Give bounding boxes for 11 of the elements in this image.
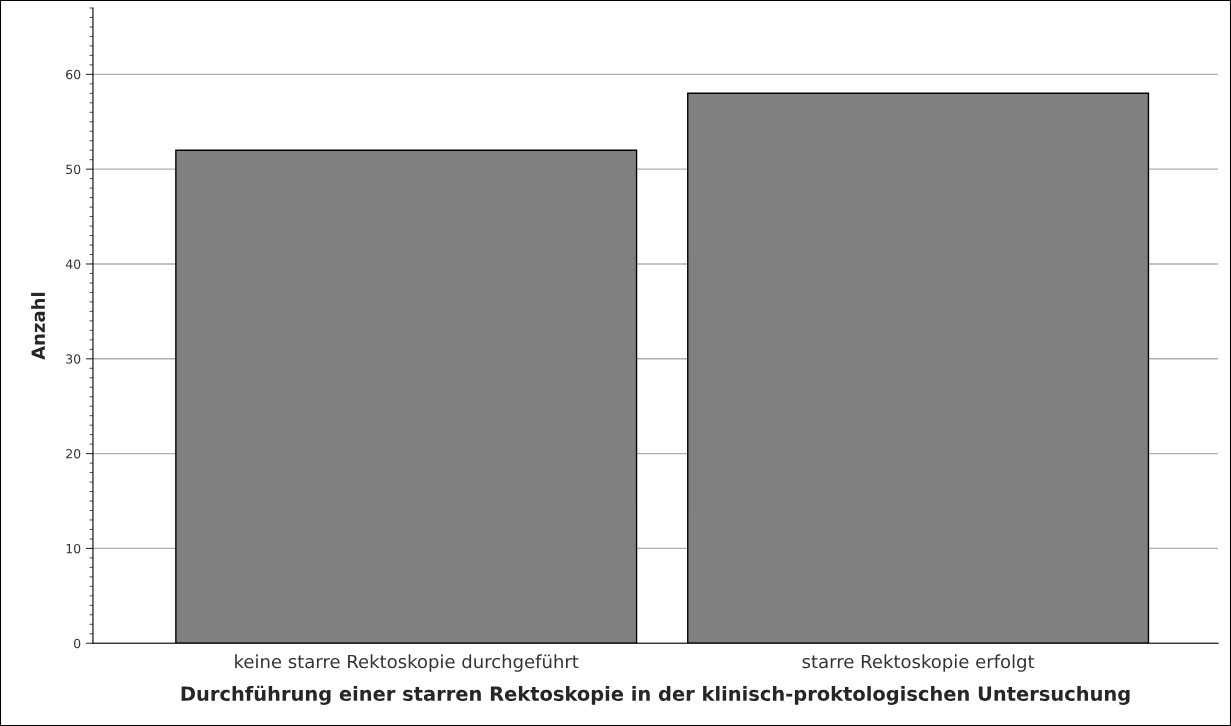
x-tick-label: starre Rektoskopie erfolgt [802,654,1035,672]
x-axis-title: Durchführung einer starren Rektoskopie in der klinisch-proktologischen Untersuchung [181,685,1130,705]
y-axis-title: Anzahl [31,292,46,360]
y-tick-label: 0 [74,638,81,649]
y-tick-label: 10 [66,543,81,554]
y-tick-label: 30 [66,354,81,364]
x-tick-label: keine starre Rektoskopie durchgeführt [235,654,579,672]
y-tick-label: 60 [66,69,81,80]
y-tick-label: 20 [66,449,81,459]
y-tick-label: 40 [65,259,81,269]
y-tick-label: 50 [66,164,81,175]
